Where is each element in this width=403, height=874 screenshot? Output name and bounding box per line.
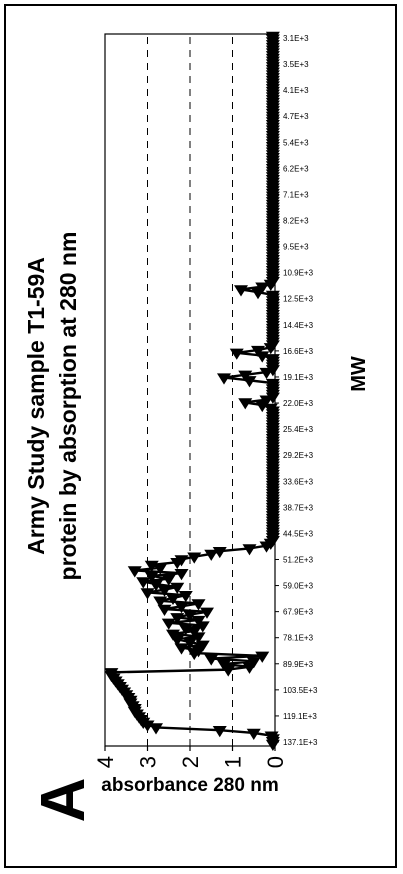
x-tick-label: 10.9E+3 [283,269,314,278]
data-point [161,574,176,586]
x-tick-label: 78.1E+3 [283,634,314,643]
x-tick-label: 33.6E+3 [283,477,314,486]
data-point [234,285,248,297]
data-point [255,651,270,663]
x-tick-label: 22.0E+3 [283,399,314,408]
data-point [178,591,193,603]
data-point [178,624,193,636]
data-point [187,552,202,564]
data-point [265,31,280,43]
data-point [217,373,231,385]
y-axis-ticks: 0 1 2 3 4 [93,746,288,768]
x-tick-label: 4.7E+3 [283,112,309,121]
x-tick-label: 3.5E+3 [283,60,309,69]
data-point [149,580,163,592]
data-point [242,544,257,556]
data-point [149,723,163,735]
data-point [265,378,280,391]
data-point [153,596,168,608]
data-point [157,604,172,617]
data-point [212,546,227,559]
x-tick-label: 5.4E+3 [283,138,309,147]
data-point [195,640,210,652]
x-tick-label: 89.9E+3 [283,660,314,669]
x-tick-label: 8.2E+3 [283,217,309,226]
series-markers [104,31,280,751]
gridlines [104,34,233,746]
x-tick-label: 19.1E+3 [283,373,314,382]
data-point [174,602,189,614]
data-point [144,571,159,583]
data-point [264,731,279,743]
data-point [255,282,270,294]
x-tick-label: 12.5E+3 [283,295,314,304]
y-tick-label: 2 [178,756,203,768]
data-point [174,643,189,655]
data-point [263,403,278,415]
y-tick-label: 4 [93,756,118,768]
data-point [200,607,214,619]
chart-title-line-1: Army Study sample T1-59A [23,257,49,555]
x-tick-label: 67.9E+3 [283,608,314,617]
x-tick-label: 44.5E+3 [283,529,314,538]
data-point [187,626,202,639]
x-tick-label: 16.6E+3 [283,347,314,356]
data-point [238,398,253,410]
chart-title-line-2: protein by absorption at 280 nm [55,232,81,581]
data-point [166,593,180,605]
x-tick-label: 14.4E+3 [283,321,314,330]
data-point [246,657,261,669]
data-point [153,563,168,575]
data-point [183,610,197,622]
data-point [191,615,206,628]
data-point [140,588,155,600]
data-point [127,566,142,578]
data-point [246,728,261,740]
figure-frame [4,4,397,868]
x-tick-label: 38.7E+3 [283,503,314,512]
data-point [174,568,189,581]
data-point [166,629,180,641]
data-point [238,370,253,382]
x-tick-label: 103.5E+3 [283,686,318,695]
data-point [183,637,197,650]
data-point [104,668,119,680]
data-point [217,659,231,672]
y-tick-label: 1 [221,756,246,768]
data-point [191,599,206,611]
x-tick-label: 3.1E+3 [283,34,309,43]
data-point [229,348,244,360]
x-tick-label: 137.1E+3 [283,738,318,747]
data-point [204,654,219,666]
x-tick-label: 25.4E+3 [283,425,314,434]
x-axis-ticks: 137.1E+3 119.1E+3 103.5E+3 89.9E+3 78.1E+3 67… [275,34,318,747]
data-point [212,726,227,738]
x-tick-label: 7.1E+3 [283,190,309,199]
y-axis-label: absorbance 280 nm [101,775,278,796]
series-line [110,36,275,744]
x-tick-label: 4.1E+3 [283,86,309,95]
x-tick-label: 59.0E+3 [283,582,314,591]
data-point [161,618,176,630]
x-tick-label: 51.2E+3 [283,555,314,564]
x-axis-label: MW [348,356,370,392]
data-point [136,577,151,589]
chart-rotated-group: Army Study sample T1-59A protein by abso… [23,31,370,796]
data-point [251,345,265,358]
x-tick-label: 119.1E+3 [283,712,317,721]
x-tick-label: 9.5E+3 [283,243,309,252]
data-point [170,582,185,594]
data-point [144,560,159,572]
y-tick-label: 0 [263,756,288,768]
data-point [204,549,219,561]
x-tick-label: 6.2E+3 [283,164,309,173]
data-point [174,555,189,567]
data-point [170,613,185,625]
y-tick-label: 3 [136,756,161,768]
data-point [265,354,280,366]
x-tick-label: 29.2E+3 [283,451,314,460]
data-point [157,585,172,597]
data-point [265,290,280,302]
